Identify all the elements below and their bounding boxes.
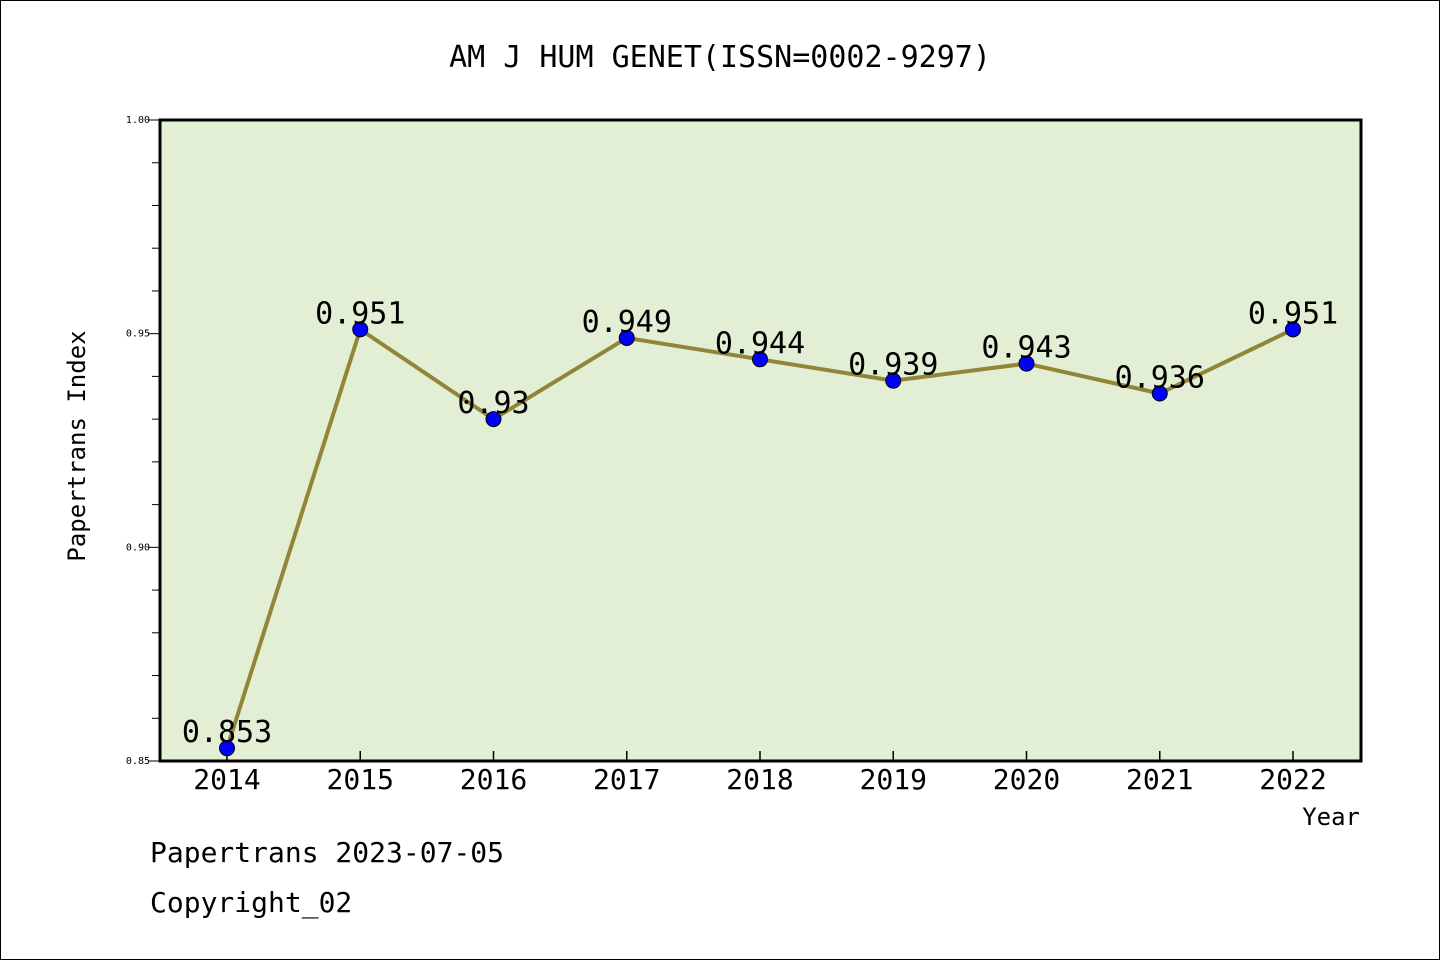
x-tick-label: 2016 [460,763,527,796]
data-point [219,740,235,757]
data-label: 0.951 [1248,296,1338,331]
y-tick-label: 0.85 [126,756,150,767]
x-tick-label: 2022 [1259,763,1326,796]
x-tick-label: 2014 [193,763,260,796]
footer-date: Papertrans 2023-07-05 [150,836,505,869]
data-label: 0.936 [1115,360,1205,395]
data-point [352,321,369,338]
x-tick-label: 2020 [993,763,1060,796]
data-point [752,351,768,368]
x-axis-label: Year [1302,803,1360,831]
data-label: 0.949 [582,305,672,340]
data-point [1151,385,1168,402]
data-label: 0.93 [457,386,529,421]
data-labels: 0.853 0.951 0.93 0.949 0.944 0.939 0.943 0.936 0… [182,296,1338,750]
x-axis: 2014 2015 2016 2017 2018 2019 2020 2021 2022 [193,751,1327,796]
data-point [885,372,902,389]
x-tick-label: 2018 [726,763,793,796]
y-tick-label: 0.95 [126,329,150,340]
data-label: 0.944 [715,326,805,361]
x-tick-label: 2021 [1126,763,1193,796]
plot-area [158,118,1363,763]
series-markers [219,321,1301,757]
y-axis-label: Papertrans Index [63,330,91,561]
data-point [1018,355,1035,372]
data-label: 0.951 [315,296,405,331]
data-label: 0.943 [981,331,1071,366]
y-tick-label: 0.90 [126,542,150,553]
x-tick-label: 2015 [327,763,394,796]
data-point [485,411,502,428]
data-label: 0.939 [848,348,938,383]
x-tick-label: 2017 [593,763,660,796]
chart-title: AM J HUM GENET(ISSN=0002-9297) [449,40,991,75]
footer-copyright: Copyright_02 [150,886,353,919]
y-tick-label: 1.00 [126,115,150,126]
data-label: 0.853 [182,715,272,750]
data-point [618,329,635,346]
data-point [1285,321,1301,338]
y-axis: 0.85 0.90 0.95 1.00 [126,115,160,767]
x-tick-label: 2019 [860,763,927,796]
